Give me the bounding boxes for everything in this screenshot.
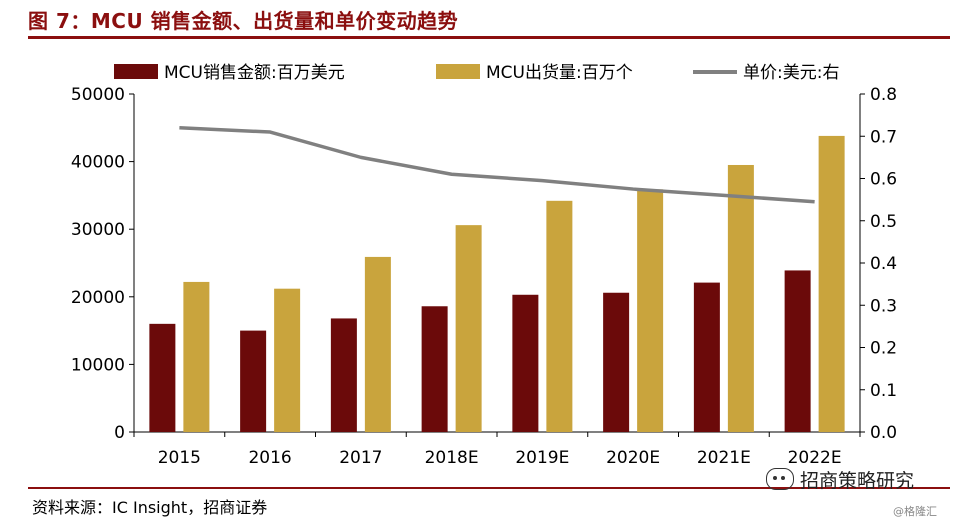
wechat-icon (766, 468, 794, 490)
bar-sales (240, 330, 267, 432)
x-tick-label: 2022E (788, 448, 842, 468)
bar-shipments (455, 225, 482, 432)
x-tick-label: 2015 (158, 448, 201, 468)
y-right-tick-label: 0.8 (870, 85, 897, 105)
bar-sales (330, 318, 357, 432)
x-tick-label: 2018E (425, 448, 479, 468)
price-line (179, 126, 815, 204)
bar-shipments (637, 189, 664, 432)
price-series-line (179, 126, 815, 204)
bars (149, 135, 845, 433)
source-divider (28, 487, 950, 489)
watermark-sub: @格隆汇 (893, 505, 937, 518)
bar-sales (149, 323, 176, 432)
legend-label-sales: MCU销售金额:百万美元 (164, 63, 345, 83)
y-left-tick-label: 40000 (71, 153, 125, 173)
axes: 0 10000 20000 30000 40000 50000 0.0 0.1 0.2 0.3 0.… (71, 85, 897, 443)
y-left-tick-label: 30000 (71, 220, 125, 240)
y-left-tick-label: 20000 (71, 288, 125, 308)
y-left-tick-label: 0 (114, 423, 125, 443)
bar-shipments (274, 288, 301, 432)
bar-sales (784, 270, 811, 432)
bar-shipments (727, 164, 754, 433)
bar-shipments (818, 135, 845, 433)
title-divider (28, 36, 950, 39)
y-right-tick-label: 0.7 (870, 127, 897, 147)
bar-shipments (546, 200, 573, 432)
legend-label-shipments: MCU出货量:百万个 (486, 63, 633, 83)
legend: MCU销售金额:百万美元 MCU出货量:百万个 单价:美元:右 (114, 63, 839, 83)
bar-sales (421, 306, 448, 432)
y-right-tick-label: 0.6 (870, 170, 897, 190)
legend-label-price: 单价:美元:右 (743, 63, 839, 83)
y-left-tick-label: 10000 (71, 355, 125, 375)
y-right-tick-label: 0.3 (870, 296, 897, 316)
y-right-tick-label: 0.0 (870, 423, 897, 443)
x-axis-labels: 2015 2016 2017 2018E 2019E 2020E 2021E 2022E (158, 448, 842, 468)
x-tick-label: 2016 (248, 448, 291, 468)
y-left-tick-label: 50000 (71, 85, 125, 105)
legend-swatch-shipments (436, 64, 480, 79)
source-note: 资料来源：IC Insight，招商证券 (32, 498, 268, 517)
bar-sales (512, 294, 539, 432)
x-tick-label: 2021E (697, 448, 751, 468)
x-tick-label: 2017 (339, 448, 382, 468)
bar-sales (693, 282, 720, 432)
bar-shipments (183, 281, 210, 432)
legend-swatch-sales (114, 64, 158, 79)
watermark: 招商策略研究 (766, 466, 956, 492)
bar-shipments (364, 256, 391, 432)
bar-sales (603, 292, 630, 432)
watermark-text: 招商策略研究 (800, 469, 915, 492)
y-right-tick-label: 0.5 (870, 212, 897, 232)
y-right-tick-label: 0.4 (870, 254, 897, 274)
chart-title: 图 7：MCU 销售金额、出货量和单价变动趋势 (28, 9, 459, 33)
y-right-tick-label: 0.2 (870, 339, 897, 359)
x-tick-label: 2020E (606, 448, 660, 468)
y-right-tick-label: 0.1 (870, 381, 897, 401)
x-tick-label: 2019E (515, 448, 569, 468)
